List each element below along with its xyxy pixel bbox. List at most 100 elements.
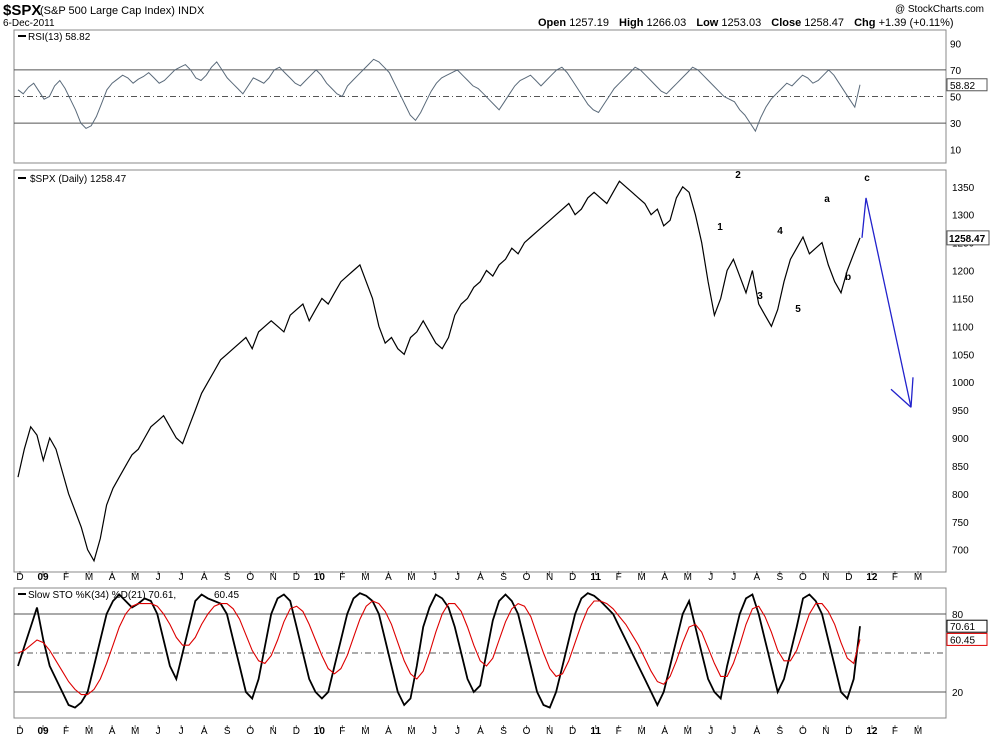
sto-x-axis-label: O <box>246 726 254 737</box>
sto-x-axis-label: J <box>455 726 460 737</box>
sto-x-axis-label: F <box>892 726 898 737</box>
sto-x-axis-label: O <box>523 726 531 737</box>
price-x-axis-label: J <box>455 572 460 583</box>
sto-tag-box-0 <box>946 619 988 633</box>
open-label: Open <box>538 17 567 29</box>
price-x-axis-label: M <box>638 572 646 583</box>
price-y-tick-label: 1150 <box>952 294 974 305</box>
price-x-axis-label: D <box>845 572 852 583</box>
price-x-axis-label: F <box>616 572 622 583</box>
price-x-axis-label: J <box>179 572 184 583</box>
sto-x-axis-label: D <box>16 726 23 737</box>
price-x-axis-label: A <box>661 572 668 583</box>
wave-label-a: a <box>824 194 830 205</box>
price-x-axis-label: M <box>131 572 139 583</box>
rsi-y-tick-label: 30 <box>950 119 962 130</box>
sto-x-axis-label: M <box>131 726 139 737</box>
sto-x-axis-label: N <box>822 726 829 737</box>
sto-x-axis-label: S <box>224 726 231 737</box>
high-value: 1266.03 <box>646 17 687 29</box>
price-x-axis-label: A <box>385 572 392 583</box>
sto-x-axis-label: N <box>270 726 277 737</box>
price-y-tick-label: 1100 <box>952 322 974 333</box>
price-x-axis-label: J <box>156 572 161 583</box>
projection-arrowhead <box>890 377 914 408</box>
price-y-tick-label: 900 <box>952 434 969 445</box>
sto-x-axis-label: F <box>339 726 345 737</box>
sto-x-axis-label: M <box>684 726 692 737</box>
price-line <box>17 180 861 563</box>
open-value: 1257.19 <box>569 17 609 29</box>
price-x-axis-label: 12 <box>866 572 878 583</box>
sto-x-axis-label: A <box>477 726 484 737</box>
sto-x-axis-label: D <box>569 726 576 737</box>
sto-x-axis-label: 10 <box>314 726 326 737</box>
price-y-tick-label: 1300 <box>952 211 975 222</box>
wave-label-3: 3 <box>757 291 763 302</box>
price-x-axis-label: 10 <box>314 572 326 583</box>
wave-label-2: 2 <box>735 170 741 181</box>
sto-x-axis-label: D <box>293 726 300 737</box>
price-x-axis-label: D <box>16 572 23 583</box>
price-x-axis-label: M <box>407 572 415 583</box>
price-y-tick-label: 950 <box>952 406 969 417</box>
sto-x-axis-label: A <box>385 726 392 737</box>
sto-x-axis-label: A <box>109 726 116 737</box>
low-value: 1253.03 <box>721 17 762 29</box>
sto-x-axis-label: J <box>156 726 161 737</box>
chg-label: Chg <box>854 17 876 29</box>
price-x-axis-label: N <box>270 572 277 583</box>
price-legend-label: $SPX (Daily) 1258.47 <box>30 174 127 185</box>
price-x-axis-label: M <box>361 572 369 583</box>
wave-label-c: c <box>864 173 870 184</box>
price-x-axis-label: S <box>224 572 231 583</box>
chg-value: +1.39 (+0.11%) <box>878 17 954 29</box>
sto-x-axis-label: S <box>500 726 507 737</box>
price-y-tick-label: 850 <box>952 462 969 473</box>
rsi-y-tick-label: 90 <box>950 39 962 50</box>
sto-x-axis-label: A <box>201 726 208 737</box>
projection-line <box>861 197 912 408</box>
sto-y-tick-label: 80 <box>952 610 964 621</box>
price-x-axis-label: M <box>85 572 93 583</box>
price-x-axis-label: A <box>477 572 484 583</box>
rsi-y-tick-label: 70 <box>950 66 962 77</box>
sto-k-line <box>17 592 861 709</box>
price-x-axis-label: S <box>777 572 784 583</box>
sto-x-axis-label: S <box>777 726 784 737</box>
chart-date: 6-Dec-2011 <box>3 18 55 29</box>
sto-last-tag-1: 60.45 <box>950 635 975 646</box>
ohlc-readout: Open 1257.19 High 1266.03 Low 1253.03 Cl… <box>538 17 954 29</box>
sto-x-axis-label: J <box>179 726 184 737</box>
sto-x-axis-label: F <box>63 726 69 737</box>
low-label: Low <box>696 17 719 29</box>
close-value: 1258.47 <box>804 17 845 29</box>
price-x-axis-label: D <box>569 572 576 583</box>
wave-label-1: 1 <box>717 222 723 233</box>
rsi-y-tick-label: 10 <box>950 146 962 157</box>
sto-x-axis-label: M <box>638 726 646 737</box>
price-x-axis-label: O <box>246 572 254 583</box>
price-x-axis-label: J <box>432 572 437 583</box>
price-y-tick-label: 700 <box>952 546 969 557</box>
price-x-axis-label: D <box>293 572 300 583</box>
rsi-y-tick-label: 50 <box>950 93 962 104</box>
price-x-axis-label: J <box>731 572 736 583</box>
sto-tag-box-1 <box>946 632 988 646</box>
wave-label-b: b <box>845 272 851 283</box>
price-x-axis-label: M <box>914 572 922 583</box>
price-x-axis-label: A <box>201 572 208 583</box>
price-y-tick-label: 800 <box>952 490 969 501</box>
sto-x-axis-label: M <box>914 726 922 737</box>
symbol-title: $SPX <box>3 2 42 19</box>
price-x-axis-label: N <box>822 572 829 583</box>
price-x-axis-label: A <box>109 572 116 583</box>
sto-x-axis-label: O <box>799 726 807 737</box>
price-y-tick-label: 750 <box>952 518 969 529</box>
sto-x-axis-label: D <box>845 726 852 737</box>
sto-x-axis-label: J <box>731 726 736 737</box>
price-x-axis-label: A <box>753 572 760 583</box>
rsi-last-tag-box <box>946 78 988 92</box>
price-panel <box>13 169 947 573</box>
